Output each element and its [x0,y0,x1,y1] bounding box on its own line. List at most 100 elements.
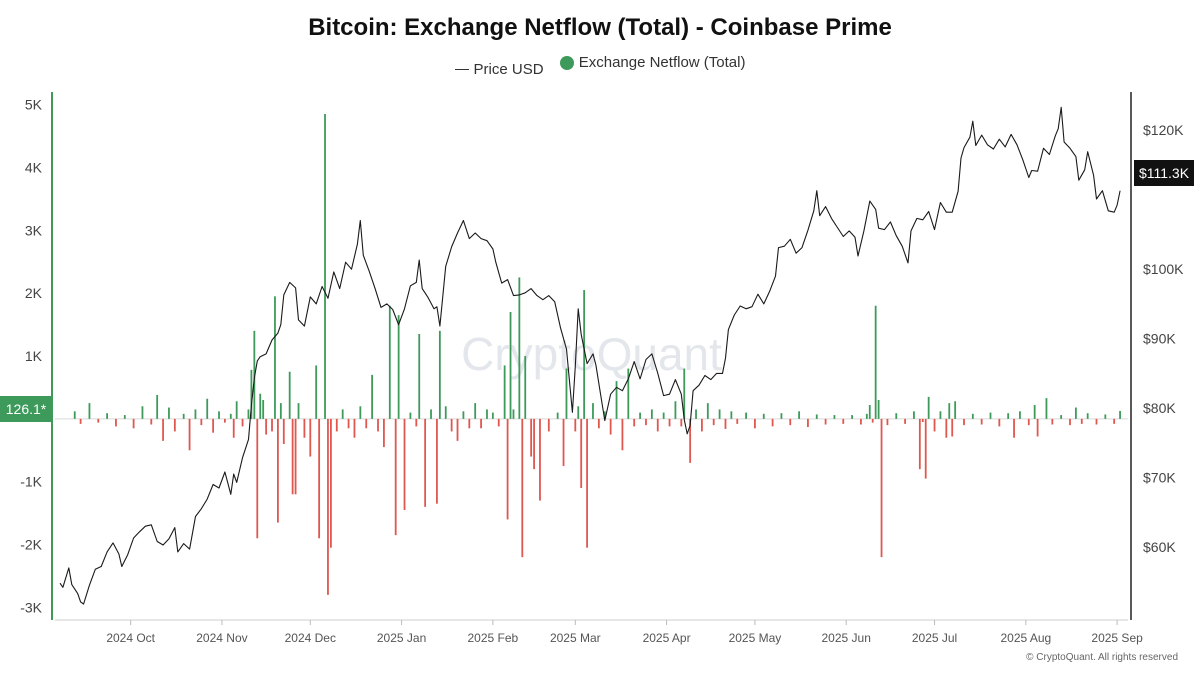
netflow-bar [556,412,559,419]
netflow-bar [206,398,209,419]
netflow-bar [223,418,226,423]
netflow-bar [232,418,235,438]
netflow-bar [904,418,906,424]
netflow-bar [194,409,197,419]
netflow-bar [798,411,800,419]
netflow-bar [279,403,282,419]
netflow-bar [945,418,948,438]
netflow-bar [718,409,721,419]
x-tick-label: 2024 Nov [196,631,247,645]
netflow-bar [603,411,606,419]
netflow-bar [1086,413,1089,419]
netflow-bar [639,412,641,419]
netflow-bar [730,411,733,419]
netflow-bar [297,403,300,419]
netflow-bar [274,296,276,419]
netflow-bar [162,418,164,441]
netflow-bar [491,412,494,419]
right-tick-label: $80K [1143,400,1176,416]
netflow-bar [939,411,942,419]
netflow-bar [424,418,427,507]
netflow-bar [833,415,836,419]
price-line [59,106,1121,605]
netflow-bar [521,418,524,558]
netflow-bar [409,412,412,419]
watermark-text: CryptoQuant [461,328,722,380]
netflow-bar [200,418,203,426]
netflow-bar [645,418,647,426]
copyright-notice: © CryptoQuant. All rights reserved [1026,652,1178,663]
legend-item-netflow[interactable]: Exchange Netflow (Total) [559,54,746,71]
netflow-dot-swatch [559,55,574,70]
netflow-bar [218,411,220,419]
netflow-bar [668,418,671,427]
netflow-bar [927,396,930,419]
netflow-bar [871,418,874,423]
netflow-bar [436,418,438,504]
netflow-bar [468,418,471,429]
netflow-bar [444,406,447,419]
netflow-bar [597,418,600,429]
left-tick-label: -1K [20,474,42,490]
netflow-bar [539,418,541,501]
netflow-bar [388,305,391,419]
netflow-bar [438,330,441,419]
right-tick-label: $100K [1143,261,1184,277]
netflow-bar [318,418,321,539]
netflow-bar [701,418,703,432]
netflow-bar [282,418,285,444]
netflow-bar [456,418,459,441]
right-tick-label: $90K [1143,331,1176,347]
netflow-bar [586,418,588,548]
netflow-bar [565,368,568,419]
netflow-bar [1113,418,1116,424]
netflow-bar [954,401,957,419]
legend-netflow-label: Exchange Netflow (Total) [578,54,746,71]
netflow-bar [315,365,318,419]
netflow-bar [359,406,362,419]
netflow-bar [288,371,291,419]
x-tick-label: 2025 Jun [822,631,871,645]
netflow-bar [1080,418,1083,424]
netflow-bar [824,418,827,425]
netflow-bar [650,409,653,419]
netflow-bar [683,368,686,419]
netflow-bar [724,418,727,429]
price-line-swatch [454,68,469,70]
netflow-bar [182,413,185,419]
netflow-bar [256,418,259,539]
netflow-bar [327,418,329,595]
netflow-bar [924,418,927,479]
netflow-bar [680,418,683,427]
netflow-bar [188,418,191,451]
netflow-bar [497,418,500,427]
netflow-bar [989,412,992,419]
x-tick-label: 2024 Dec [285,631,336,645]
netflow-bar [580,418,583,488]
netflow-bar [1019,411,1021,419]
current-price-badge: $111.3K [1134,160,1194,186]
netflow-bar [277,418,279,523]
netflow-bar [132,418,135,429]
netflow-bar [235,401,238,419]
netflow-bar [662,412,665,419]
netflow-bar [123,415,126,419]
netflow-bar [886,418,889,426]
netflow-bar [415,418,418,427]
netflow-bar [1074,407,1077,419]
legend-item-price[interactable]: Price USD [454,60,544,78]
netflow-bar [115,418,117,427]
netflow-bar [562,418,565,466]
netflow-bar [377,418,379,432]
netflow-bar [689,418,692,463]
netflow-bar [173,418,176,432]
left-tick-label: 2K [25,285,43,301]
legend-price-label: Price USD [473,60,544,78]
netflow-bar [1119,410,1121,419]
netflow-bar [241,418,244,427]
netflow-bar [1033,405,1036,419]
netflow-bar [615,381,618,419]
netflow-bar [353,418,356,438]
netflow-bar [695,409,697,419]
netflow-bar [951,418,954,437]
